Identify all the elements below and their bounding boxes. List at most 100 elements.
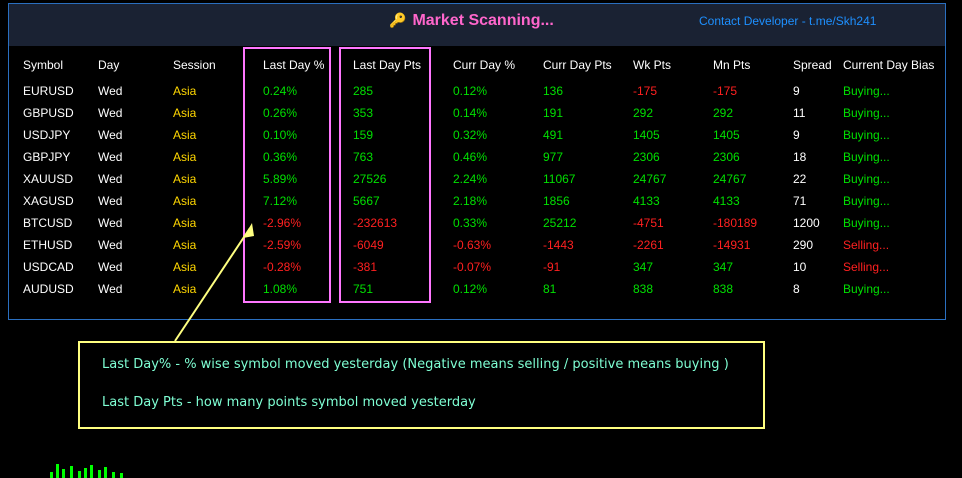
note-line-1: Last Day% - % wise symbol moved yesterda… xyxy=(102,357,729,372)
cell-curr-day-pct: -0.63% xyxy=(453,238,492,252)
cell-spread: 9 xyxy=(793,84,800,98)
cell-session: Asia xyxy=(173,238,197,252)
cell-symbol: BTCUSD xyxy=(23,216,73,230)
column-header-last-day-pts: Last Day Pts xyxy=(353,58,422,72)
cell-last-day-pts: 353 xyxy=(353,106,374,120)
cell-symbol: AUDUSD xyxy=(23,282,74,296)
cell-last-day-pts: 159 xyxy=(353,128,374,142)
scanner-panel: 🔑 Market Scanning... Contact Developer - … xyxy=(8,3,946,320)
cell-day: Wed xyxy=(98,260,123,274)
cell-curr-day-pct: 0.12% xyxy=(453,282,488,296)
mini-chart-icon xyxy=(48,462,128,478)
column-header-symbol: Symbol xyxy=(23,58,64,72)
cell-day: Wed xyxy=(98,216,123,230)
cell-mn-pts: -175 xyxy=(713,84,738,98)
cell-curr-day-pct: 0.14% xyxy=(453,106,488,120)
cell-symbol: ETHUSD xyxy=(23,238,73,252)
cell-curr-day-pct: 2.18% xyxy=(453,194,488,208)
cell-symbol: USDJPY xyxy=(23,128,71,142)
cell-spread: 9 xyxy=(793,128,800,142)
cell-curr-day-pct: 0.12% xyxy=(453,84,488,98)
cell-curr-day-pct: 0.32% xyxy=(453,128,488,142)
cell-last-day-pct: 0.10% xyxy=(263,128,298,142)
title-text: Market Scanning... xyxy=(412,12,554,29)
cell-last-day-pct: 0.24% xyxy=(263,84,298,98)
cell-curr-day-pts: -91 xyxy=(543,260,561,274)
cell-last-day-pts: -6049 xyxy=(353,238,384,252)
column-header-last-day-pct: Last Day % xyxy=(263,58,325,72)
cell-symbol: GBPUSD xyxy=(23,106,74,120)
cell-session: Asia xyxy=(173,172,197,186)
cell-current-day-bias: Buying... xyxy=(843,194,890,208)
cell-mn-pts: -180189 xyxy=(713,216,758,230)
cell-mn-pts: 1405 xyxy=(713,128,740,142)
cell-current-day-bias: Buying... xyxy=(843,84,890,98)
cell-last-day-pts: -381 xyxy=(353,260,378,274)
cell-wk-pts: 292 xyxy=(633,106,654,120)
cell-mn-pts: 2306 xyxy=(713,150,740,164)
cell-wk-pts: 24767 xyxy=(633,172,667,186)
cell-last-day-pts: -232613 xyxy=(353,216,398,230)
panel-header: 🔑 Market Scanning... Contact Developer - … xyxy=(9,4,945,46)
cell-curr-day-pts: 191 xyxy=(543,106,564,120)
cell-day: Wed xyxy=(98,84,123,98)
cell-last-day-pct: -2.59% xyxy=(263,238,302,252)
cell-session: Asia xyxy=(173,106,197,120)
column-header-curr-day-pct: Curr Day % xyxy=(453,58,516,72)
cell-day: Wed xyxy=(98,172,123,186)
cell-current-day-bias: Buying... xyxy=(843,216,890,230)
cell-spread: 71 xyxy=(793,194,807,208)
cell-curr-day-pts: 1856 xyxy=(543,194,570,208)
contact-developer-link[interactable]: Contact Developer - t.me/Skh241 xyxy=(699,14,877,28)
cell-last-day-pct: 5.89% xyxy=(263,172,298,186)
cell-curr-day-pts: 977 xyxy=(543,150,564,164)
cell-wk-pts: -2261 xyxy=(633,238,664,252)
column-header-wk-pts: Wk Pts xyxy=(633,58,671,72)
cell-last-day-pct: 7.12% xyxy=(263,194,298,208)
cell-wk-pts: -4751 xyxy=(633,216,664,230)
cell-session: Asia xyxy=(173,150,197,164)
cell-curr-day-pts: -1443 xyxy=(543,238,574,252)
cell-wk-pts: 347 xyxy=(633,260,654,274)
cell-curr-day-pct: 0.33% xyxy=(453,216,488,230)
cell-mn-pts: 347 xyxy=(713,260,734,274)
cell-current-day-bias: Buying... xyxy=(843,150,890,164)
cell-symbol: USDCAD xyxy=(23,260,74,274)
cell-current-day-bias: Buying... xyxy=(843,128,890,142)
cell-session: Asia xyxy=(173,194,197,208)
cell-last-day-pts: 763 xyxy=(353,150,374,164)
cell-last-day-pts: 751 xyxy=(353,282,374,296)
cell-current-day-bias: Selling... xyxy=(843,260,890,274)
cell-mn-pts: 24767 xyxy=(713,172,747,186)
column-header-session: Session xyxy=(173,58,216,72)
cell-symbol: GBPJPY xyxy=(23,150,71,164)
cell-spread: 1200 xyxy=(793,216,820,230)
cell-curr-day-pct: 2.24% xyxy=(453,172,488,186)
cell-spread: 10 xyxy=(793,260,807,274)
cell-symbol: XAGUSD xyxy=(23,194,74,208)
cell-spread: 18 xyxy=(793,150,807,164)
cell-spread: 8 xyxy=(793,282,800,296)
cell-last-day-pts: 5667 xyxy=(353,194,380,208)
cell-curr-day-pct: 0.46% xyxy=(453,150,488,164)
cell-curr-day-pts: 136 xyxy=(543,84,564,98)
column-header-spread: Spread xyxy=(793,58,832,72)
cell-last-day-pct: 0.36% xyxy=(263,150,298,164)
cell-curr-day-pct: -0.07% xyxy=(453,260,492,274)
cell-spread: 290 xyxy=(793,238,814,252)
cell-last-day-pct: 0.26% xyxy=(263,106,298,120)
note-line-2: Last Day Pts - how many points symbol mo… xyxy=(102,395,476,410)
cell-spread: 11 xyxy=(793,106,806,120)
cell-day: Wed xyxy=(98,150,123,164)
cell-curr-day-pts: 11067 xyxy=(543,172,576,186)
cell-day: Wed xyxy=(98,282,123,296)
cell-session: Asia xyxy=(173,84,197,98)
column-header-mn-pts: Mn Pts xyxy=(713,58,751,72)
last-day-percent-highlight xyxy=(243,47,331,303)
key-icon: 🔑 xyxy=(389,12,407,28)
cell-last-day-pts: 285 xyxy=(353,84,374,98)
cell-session: Asia xyxy=(173,216,197,230)
cell-mn-pts: 4133 xyxy=(713,194,740,208)
cell-curr-day-pts: 491 xyxy=(543,128,564,142)
